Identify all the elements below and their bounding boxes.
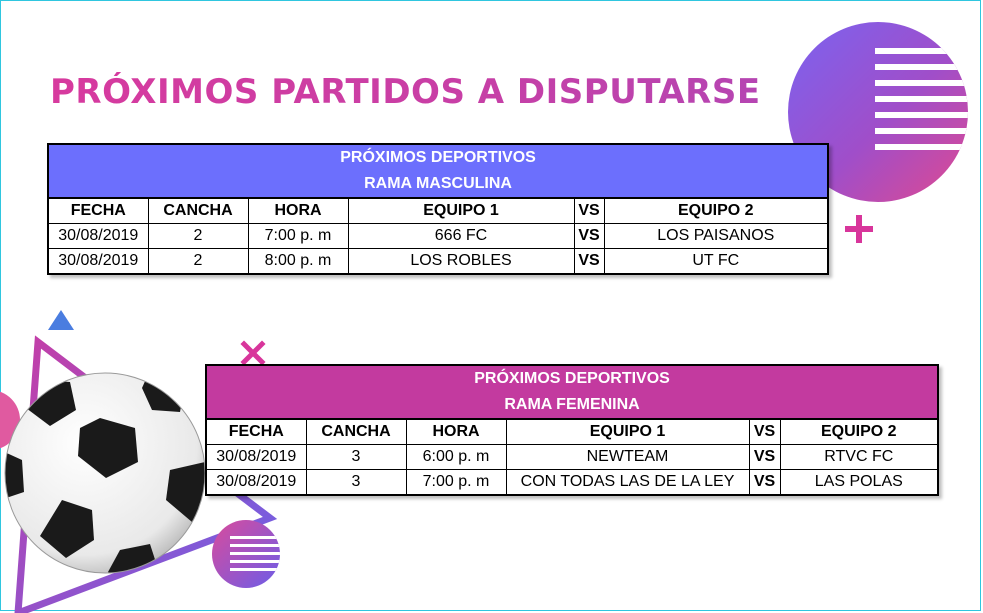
cell-vs: VS — [748, 469, 781, 496]
triangle-icon — [48, 310, 74, 330]
table-header-row: FECHA CANCHA HORA EQUIPO 1 VS EQUIPO 2 — [205, 418, 939, 445]
table-banner: PRÓXIMOS DEPORTIVOS RAMA MASCULINA — [46, 143, 830, 199]
cell-equipo-2: LAS POLAS — [779, 469, 939, 496]
col-header-cancha: CANCHA — [305, 418, 407, 445]
banner-line-1: PRÓXIMOS DEPORTIVOS — [474, 370, 670, 387]
col-header-equipo-2: EQUIPO 2 — [603, 197, 829, 224]
cell-cancha: 3 — [305, 469, 407, 496]
cell-equipo-1: NEWTEAM — [505, 444, 750, 470]
cell-equipo-1: CON TODAS LAS DE LA LEY — [505, 469, 750, 496]
soccer-ball-illustration — [0, 335, 280, 613]
col-header-fecha: FECHA — [47, 197, 149, 224]
cell-cancha: 2 — [147, 248, 249, 275]
table-row: 30/08/2019 3 7:00 p. m CON TODAS LAS DE … — [205, 469, 939, 496]
col-header-fecha: FECHA — [205, 418, 307, 445]
cross-icon — [240, 340, 266, 366]
schedule-table-femenina: PRÓXIMOS DEPORTIVOS RAMA FEMENINA FECHA … — [204, 364, 940, 496]
cell-cancha: 3 — [305, 444, 407, 470]
col-header-equipo-1: EQUIPO 1 — [505, 418, 750, 445]
col-header-hora: HORA — [247, 197, 349, 224]
col-header-cancha: CANCHA — [147, 197, 249, 224]
schedule-table-masculina: PRÓXIMOS DEPORTIVOS RAMA MASCULINA FECHA… — [46, 143, 830, 275]
cell-hora: 6:00 p. m — [405, 444, 507, 470]
col-header-equipo-1: EQUIPO 1 — [347, 197, 575, 224]
cell-fecha: 30/08/2019 — [47, 223, 149, 249]
cell-vs: VS — [573, 248, 605, 275]
cell-hora: 8:00 p. m — [247, 248, 349, 275]
col-header-equipo-2: EQUIPO 2 — [779, 418, 939, 445]
table-header-row: FECHA CANCHA HORA EQUIPO 1 VS EQUIPO 2 — [47, 197, 829, 224]
plus-icon — [845, 215, 873, 243]
col-header-vs: VS — [573, 197, 605, 224]
table-row: 30/08/2019 2 7:00 p. m 666 FC VS LOS PAI… — [47, 223, 829, 249]
banner-line-1: PRÓXIMOS DEPORTIVOS — [340, 149, 536, 166]
gradient-circle-decoration — [788, 22, 968, 202]
cell-vs: VS — [573, 223, 605, 249]
cell-fecha: 30/08/2019 — [47, 248, 149, 275]
cell-equipo-2: LOS PAISANOS — [603, 223, 829, 249]
table-banner: PRÓXIMOS DEPORTIVOS RAMA FEMENINA — [204, 364, 940, 420]
col-header-vs: VS — [748, 418, 781, 445]
cell-hora: 7:00 p. m — [405, 469, 507, 496]
col-header-hora: HORA — [405, 418, 507, 445]
cell-hora: 7:00 p. m — [247, 223, 349, 249]
banner-line-2: RAMA MASCULINA — [364, 175, 512, 192]
table-row: 30/08/2019 3 6:00 p. m NEWTEAM VS RTVC F… — [205, 444, 939, 470]
cell-equipo-1: LOS ROBLES — [347, 248, 575, 275]
cell-equipo-2: UT FC — [603, 248, 829, 275]
cell-equipo-1: 666 FC — [347, 223, 575, 249]
cell-cancha: 2 — [147, 223, 249, 249]
page-title: PRÓXIMOS PARTIDOS A DISPUTARSE — [50, 72, 761, 112]
cell-fecha: 30/08/2019 — [205, 444, 307, 470]
cell-vs: VS — [748, 444, 781, 470]
banner-line-2: RAMA FEMENINA — [504, 396, 640, 413]
table-row: 30/08/2019 2 8:00 p. m LOS ROBLES VS UT … — [47, 248, 829, 275]
cell-equipo-2: RTVC FC — [779, 444, 939, 470]
cell-fecha: 30/08/2019 — [205, 469, 307, 496]
